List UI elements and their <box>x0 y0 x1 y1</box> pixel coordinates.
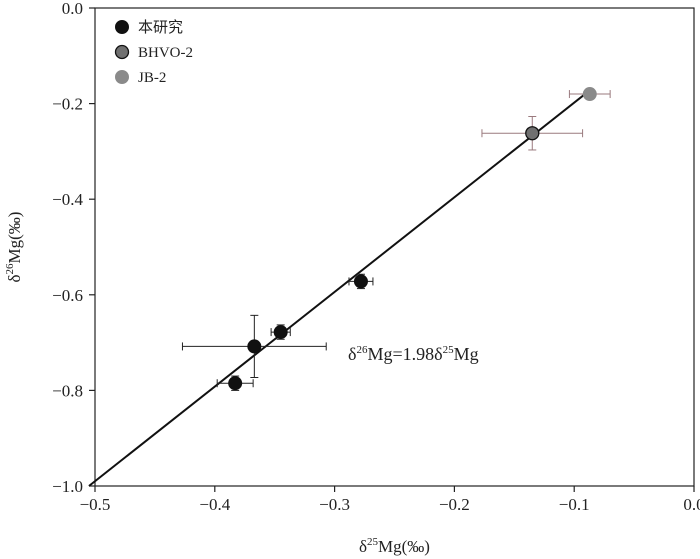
point-marker <box>582 87 597 102</box>
fit-line-group <box>88 87 593 487</box>
point-marker <box>273 325 288 340</box>
data-point <box>481 116 584 151</box>
y-tick-label: −0.4 <box>52 190 83 209</box>
data-point <box>348 273 374 290</box>
legend-label: BHVO-2 <box>138 45 193 61</box>
x-tick-label: 0.0 <box>683 495 700 514</box>
legend-marker <box>115 20 129 34</box>
y-tick-label: −1.0 <box>52 477 83 496</box>
point-marker <box>228 376 243 391</box>
plot-frame <box>94 7 695 487</box>
legend-marker <box>115 70 129 84</box>
x-tick-label: −0.3 <box>319 495 350 514</box>
data-point <box>181 314 327 378</box>
x-axis-title: δ25Mg(‰) <box>359 536 430 556</box>
legend: 本研究 BHVO-2 JB-2 <box>114 19 193 86</box>
point-marker <box>525 126 540 141</box>
x-tick-label: −0.4 <box>199 495 230 514</box>
regression-line <box>88 87 593 487</box>
point-marker <box>247 339 262 354</box>
point-marker <box>353 274 368 289</box>
data-points <box>181 87 611 391</box>
y-tick-label: −0.2 <box>52 95 83 114</box>
data-point <box>270 324 291 340</box>
x-tick-label: −0.2 <box>439 495 470 514</box>
y-axis-title: δ26Mg(‰) <box>4 212 24 283</box>
axes <box>94 7 695 487</box>
y-tick-label: −0.8 <box>52 381 83 400</box>
data-point <box>568 87 611 102</box>
data-point <box>216 375 254 391</box>
legend-marker <box>114 44 130 60</box>
y-tick-label: 0.0 <box>62 0 83 18</box>
fit-equation: δ26Mg=1.98δ25Mg <box>348 344 479 364</box>
x-tick-label: −0.1 <box>559 495 590 514</box>
y-tick-label: −0.6 <box>52 286 83 305</box>
legend-label: JB-2 <box>138 70 166 86</box>
ticks: −0.5 −0.4 −0.3 −0.2 −0.1 0.0 0.0 −0.2 −0.4 −0.6 −0… <box>52 0 700 514</box>
legend-label: 本研究 <box>138 19 183 36</box>
x-tick-label: −0.5 <box>80 495 111 514</box>
